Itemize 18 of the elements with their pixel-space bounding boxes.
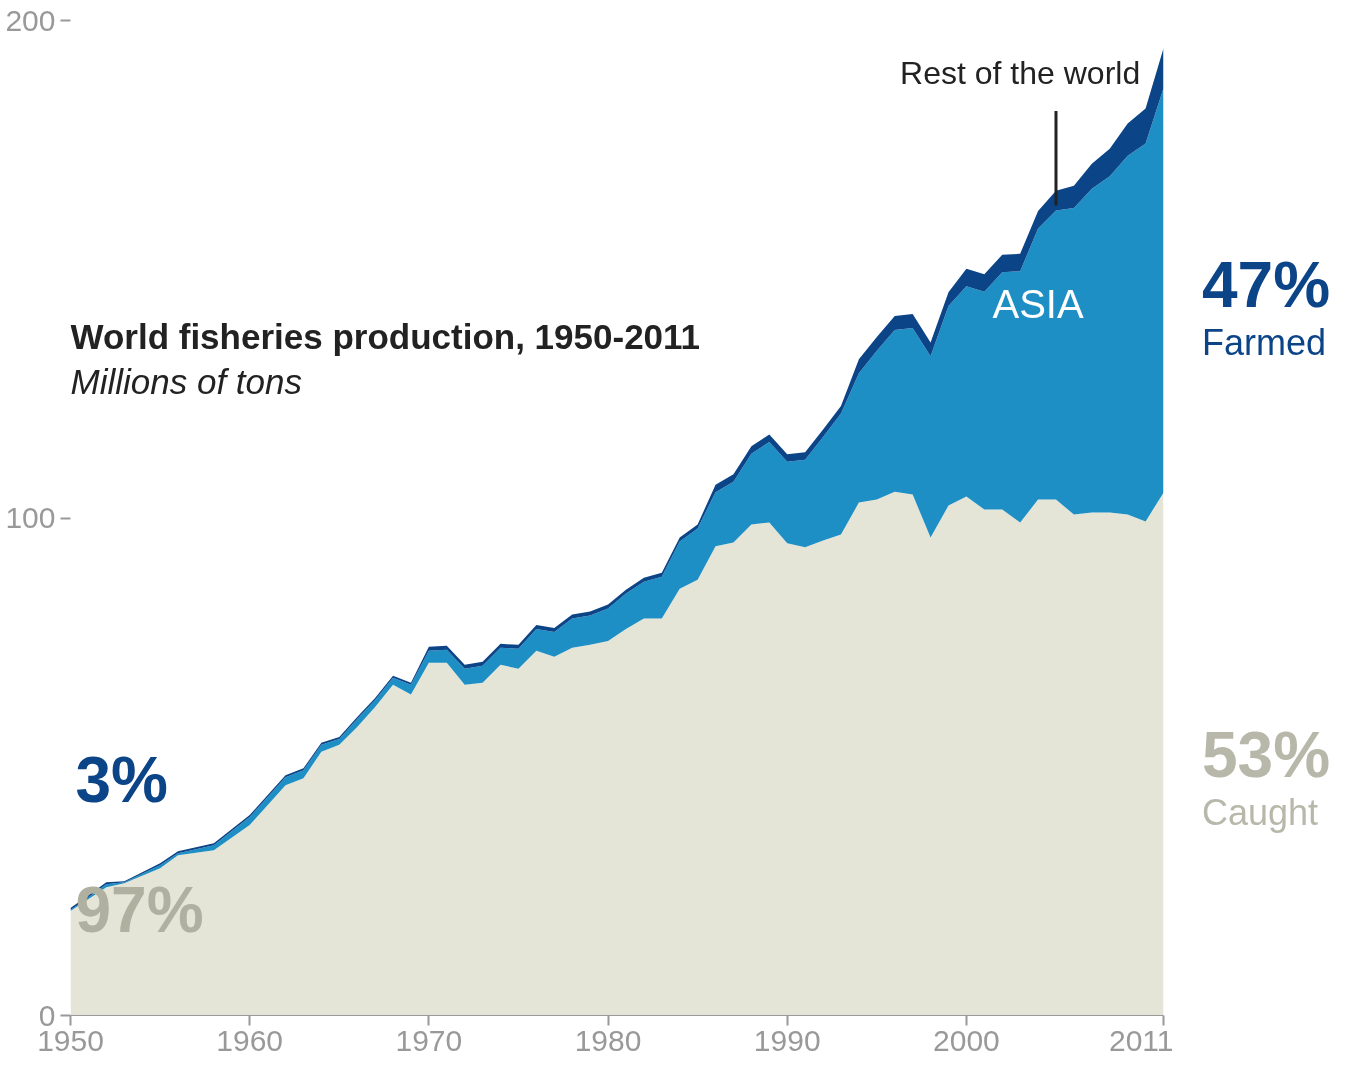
y-tick-label: 200: [5, 3, 56, 37]
text: Millions of tons: [70, 361, 302, 401]
annotation: 97%: [75, 873, 204, 946]
x-tick-label: 1960: [216, 1023, 284, 1057]
series-label: Caught: [1202, 792, 1319, 833]
x-tick-label: 2000: [933, 1023, 1000, 1057]
x-tick-label: 2011: [1108, 1023, 1174, 1057]
annotation: 3%: [75, 743, 168, 816]
text: 47%: [1202, 249, 1331, 321]
x-tick-label: 1970: [395, 1023, 463, 1057]
text: 53%: [1202, 719, 1331, 791]
series-label: Rest of the world: [900, 55, 1141, 92]
text: Farmed: [1202, 322, 1327, 363]
x-tick-label: 1990: [753, 1023, 821, 1057]
series-label: ASIA: [992, 282, 1084, 327]
x-tick-label: 1980: [574, 1023, 642, 1057]
y-tick-label: 100: [5, 501, 56, 534]
text: World fisheries production, 1950-2011: [70, 316, 701, 356]
